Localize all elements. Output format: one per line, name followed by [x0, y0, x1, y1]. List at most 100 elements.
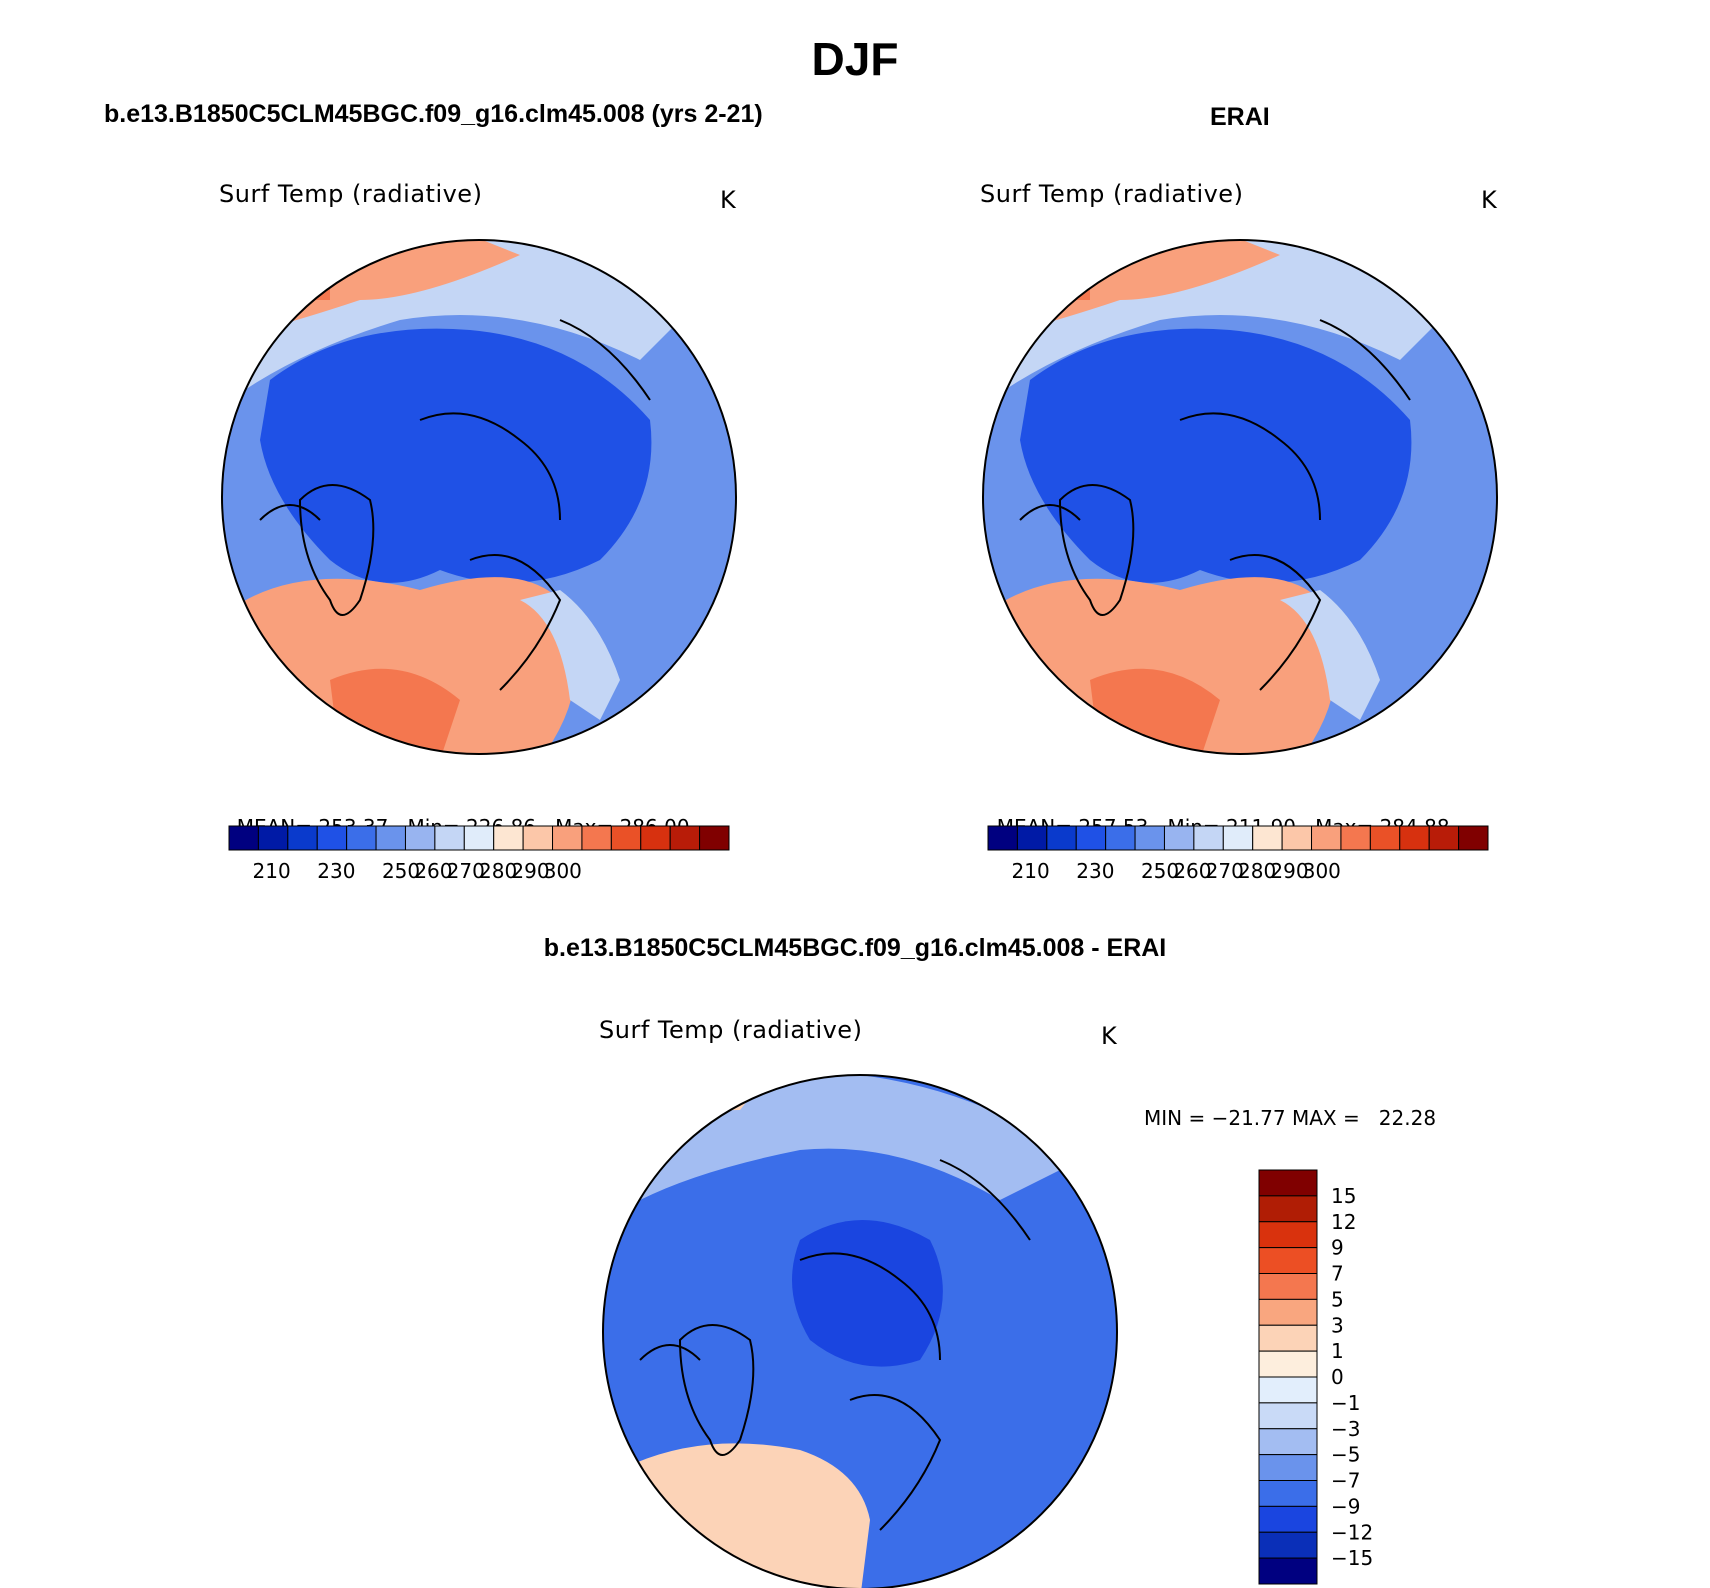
- obs-colorbar-tick-label: 250: [1141, 859, 1179, 883]
- diff-colorbar-cell: [1258, 1169, 1318, 1197]
- model-colorbar-cell: [375, 825, 406, 851]
- model-colorbar-tick-label: 270: [447, 859, 485, 883]
- obs-colorbar-cell: [1252, 825, 1283, 851]
- obs-colorbar-tick-label: 300: [1303, 859, 1341, 883]
- model-colorbar-cell: [434, 825, 465, 851]
- diff-colorbar-tick-label: 3: [1331, 1313, 1344, 1337]
- model-variable-label: Surf Temp (radiative): [219, 180, 483, 208]
- diff-colorbar-tick-label: −9: [1331, 1494, 1360, 1518]
- diff-colorbar-cell: [1258, 1428, 1318, 1456]
- model-colorbar: [228, 825, 730, 851]
- diff-colorbar-tick-label: 1: [1331, 1339, 1344, 1363]
- obs-colorbar-tick-label: 280: [1238, 859, 1276, 883]
- obs-colorbar-tick-label: 260: [1173, 859, 1211, 883]
- diff-colorbar: [1258, 1169, 1318, 1585]
- model-colorbar-cell: [493, 825, 524, 851]
- obs-colorbar-cell: [1399, 825, 1430, 851]
- diff-colorbar-cell: [1258, 1324, 1318, 1352]
- diff-colorbar-tick-label: 0: [1331, 1365, 1344, 1389]
- model-panel-title: b.e13.B1850C5CLM45BGC.f09_g16.clm45.008 …: [104, 100, 763, 128]
- obs-field-cold-core: [1020, 328, 1412, 583]
- model-colorbar-tick-label: 290: [511, 859, 549, 883]
- diff-map-border: [602, 1074, 1118, 1588]
- obs-colorbar-cell: [1281, 825, 1313, 851]
- diff-colorbar-tick-label: 5: [1331, 1287, 1344, 1311]
- diff-colorbar-cell: [1258, 1480, 1318, 1507]
- diff-colorbar-cell: [1258, 1402, 1318, 1430]
- diff-field-strong-pole: [792, 1220, 943, 1367]
- obs-colorbar-cell: [1428, 825, 1460, 851]
- diff-colorbar-tick-label: 12: [1331, 1210, 1356, 1234]
- obs-colorbar-cell: [1458, 825, 1489, 851]
- diff-variable-label: Surf Temp (radiative): [599, 1016, 863, 1044]
- model-colorbar-tick-label: 300: [544, 859, 582, 883]
- model-field-pale-scandinavia: [520, 590, 620, 720]
- diff-map: [603, 1075, 1117, 1588]
- diff-colorbar-tick-label: −7: [1331, 1469, 1360, 1493]
- obs-colorbar-tick-label: 210: [1012, 859, 1050, 883]
- obs-colorbar-cell: [1311, 825, 1342, 851]
- model-colorbar-cell: [287, 825, 318, 851]
- model-map: [222, 240, 736, 754]
- model-colorbar-tick-label: 260: [414, 859, 452, 883]
- diff-colorbar-tick-label: −15: [1331, 1546, 1373, 1570]
- obs-colorbar-cell: [1193, 825, 1224, 851]
- model-colorbar-tick-label: 210: [253, 859, 291, 883]
- diff-colorbar-tick-label: 15: [1331, 1184, 1356, 1208]
- diff-colorbar-tick-label: 7: [1331, 1262, 1344, 1286]
- obs-colorbar-tick-label: 230: [1076, 859, 1114, 883]
- model-colorbar-cell: [640, 825, 671, 851]
- model-coastlines: [259, 319, 651, 691]
- obs-panel-title: ERAI: [1210, 103, 1270, 131]
- model-map-border: [221, 239, 737, 755]
- model-colorbar-cell: [257, 825, 289, 851]
- model-colorbar-cell: [610, 825, 642, 851]
- obs-coastlines: [1019, 319, 1411, 691]
- obs-variable-label: Surf Temp (radiative): [980, 180, 1244, 208]
- obs-colorbar-cell: [1222, 825, 1254, 851]
- model-colorbar-cell: [699, 825, 730, 851]
- model-colorbar-cell: [316, 825, 348, 851]
- obs-field-hot-pacific: [1030, 250, 1090, 300]
- obs-field-warm-pacific: [1020, 240, 1280, 330]
- model-field-cold-core: [260, 328, 652, 583]
- diff-colorbar-tick-label: −1: [1331, 1391, 1360, 1415]
- obs-colorbar-cell: [1134, 825, 1165, 851]
- obs-colorbar-cell: [1016, 825, 1048, 851]
- diff-colorbar-tick-label: −3: [1331, 1417, 1360, 1441]
- obs-map: [983, 240, 1497, 754]
- diff-colorbar-cell: [1258, 1557, 1318, 1585]
- model-units-label: K: [720, 186, 737, 214]
- model-field-warm-pacific: [260, 240, 520, 330]
- diff-minmax: MIN = −21.77 MAX = 22.28: [1144, 1106, 1437, 1130]
- diff-colorbar-cell: [1258, 1531, 1318, 1559]
- obs-colorbar-cell: [1369, 825, 1401, 851]
- obs-colorbar-cell: [1046, 825, 1077, 851]
- model-colorbar-tick-label: 230: [317, 859, 355, 883]
- obs-colorbar-tick-label: 270: [1206, 859, 1244, 883]
- obs-field-pale-scandinavia: [1280, 590, 1380, 720]
- obs-colorbar-tick-label: 290: [1270, 859, 1308, 883]
- diff-colorbar-cell: [1258, 1298, 1318, 1326]
- diff-colorbar-cell: [1258, 1376, 1318, 1404]
- diff-colorbar-cell: [1258, 1221, 1318, 1249]
- diff-colorbar-cell: [1258, 1195, 1318, 1223]
- model-colorbar-tick-label: 280: [479, 859, 517, 883]
- model-colorbar-cell: [552, 825, 583, 851]
- obs-colorbar-cell: [1075, 825, 1107, 851]
- obs-units-label: K: [1481, 186, 1498, 214]
- model-colorbar-cell: [346, 825, 377, 851]
- diff-colorbar-tick-label: 9: [1331, 1236, 1344, 1260]
- diff-colorbar-tick-label: −5: [1331, 1443, 1360, 1467]
- diff-colorbar-cell: [1258, 1505, 1318, 1533]
- model-colorbar-tick-label: 250: [382, 859, 420, 883]
- obs-colorbar-cell: [1340, 825, 1371, 851]
- diff-colorbar-tick-label: −12: [1331, 1520, 1373, 1544]
- obs-colorbar-cell: [1105, 825, 1136, 851]
- obs-colorbar-cell: [1163, 825, 1195, 851]
- diff-colorbar-cell: [1258, 1247, 1318, 1274]
